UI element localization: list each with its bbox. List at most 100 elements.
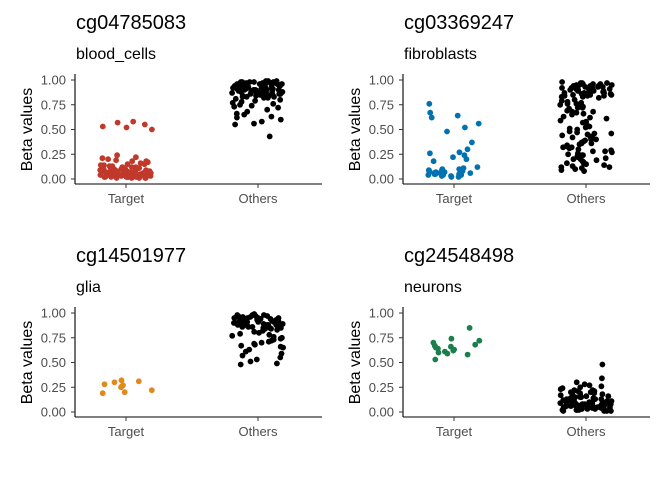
data-point-target — [109, 171, 116, 178]
panel-4: cg24548498 neurons Beta values 0.00 0.25 0.50… — [328, 233, 664, 467]
data-point-others — [582, 84, 589, 90]
data-point-others — [579, 80, 585, 86]
data-point-others — [279, 81, 285, 87]
data-point-others — [247, 358, 254, 365]
plot-area: Beta values 0.00 0.25 0.50 0.75 1.00 Target Oth… — [347, 306, 650, 439]
data-point-others — [270, 100, 277, 107]
data-point-others — [608, 130, 615, 137]
data-point-target — [118, 166, 125, 173]
data-point-others — [266, 133, 273, 140]
y-tick-label: 0.50 — [369, 122, 394, 137]
data-point-others — [574, 104, 581, 111]
data-point-target — [444, 350, 451, 357]
data-point-target — [428, 114, 435, 121]
data-point-others — [560, 408, 567, 414]
x-tick-label: Target — [436, 424, 473, 439]
data-point-others — [593, 157, 600, 164]
data-point-others — [267, 316, 274, 322]
data-point-others — [249, 324, 256, 330]
data-point-others — [608, 82, 615, 88]
data-point-target — [448, 335, 455, 342]
data-point-others — [261, 94, 267, 101]
plot-area: Beta values 0.00 0.25 0.50 0.75 1.00 Target Oth… — [347, 73, 650, 206]
data-point-others — [599, 361, 606, 368]
data-point-others — [279, 321, 286, 327]
data-point-others — [563, 401, 570, 407]
data-point-others — [575, 88, 581, 94]
data-point-others — [605, 393, 612, 400]
y-tick-label: 0.00 — [369, 405, 394, 420]
data-point-target — [444, 128, 450, 135]
data-point-others — [558, 167, 565, 174]
y-tick-label: 0.25 — [41, 380, 66, 395]
data-point-others — [277, 335, 284, 342]
data-point-others — [237, 361, 244, 368]
data-point-target — [432, 356, 439, 363]
data-point-others — [569, 134, 576, 141]
x-tick-label: Target — [108, 424, 145, 439]
data-point-others — [583, 118, 589, 125]
data-point-others — [249, 312, 256, 318]
data-point-others — [251, 120, 257, 127]
y-tick-label: 0.00 — [41, 172, 66, 187]
data-point-others — [253, 356, 260, 363]
y-tick-label: 0.25 — [369, 380, 394, 395]
data-point-others — [589, 399, 595, 405]
data-point-target — [475, 120, 482, 127]
data-point-others — [601, 403, 607, 409]
data-point-others — [265, 338, 272, 345]
data-point-others — [243, 316, 250, 322]
panel-3: cg14501977 glia Beta values 0.00 0.25 0.50 0.7… — [0, 233, 336, 467]
data-point-others — [273, 322, 280, 328]
panel-subtitle: fibroblasts — [404, 46, 477, 63]
data-point-target — [114, 119, 121, 126]
data-point-target — [438, 173, 445, 179]
panel-title: cg24548498 — [404, 245, 515, 267]
y-tick-label: 0.00 — [369, 172, 394, 187]
data-point-others — [239, 352, 246, 359]
data-point-target — [148, 387, 155, 394]
panel-subtitle: neurons — [404, 279, 462, 296]
data-point-others — [572, 166, 579, 173]
data-point-target — [141, 121, 148, 128]
data-point-others — [560, 144, 566, 151]
data-point-target — [121, 389, 128, 396]
data-point-others — [559, 85, 565, 91]
data-point-others — [253, 92, 259, 99]
data-point-target — [474, 164, 481, 171]
data-point-target — [466, 325, 473, 331]
data-point-others — [231, 83, 238, 89]
data-point-target — [469, 139, 475, 146]
data-point-others — [269, 92, 276, 98]
data-point-target — [118, 384, 124, 391]
data-point-target — [448, 174, 455, 180]
data-point-target — [426, 100, 433, 107]
data-point-others — [557, 400, 564, 406]
data-point-target — [105, 156, 111, 163]
data-point-others — [583, 161, 589, 168]
data-point-others — [602, 155, 609, 162]
data-point-others — [590, 108, 596, 115]
data-point-others — [570, 156, 577, 163]
y-tick-label: 0.75 — [41, 97, 66, 112]
data-point-others — [264, 106, 271, 113]
data-point-others — [568, 403, 574, 409]
data-point-others — [238, 82, 245, 88]
data-point-others — [280, 344, 286, 351]
data-point-others — [601, 162, 607, 169]
data-point-others — [277, 116, 284, 123]
data-point-others — [270, 79, 277, 85]
data-point-target — [476, 337, 483, 344]
data-point-others — [231, 103, 238, 110]
data-point-others — [274, 360, 280, 367]
data-point-target — [426, 168, 432, 175]
data-point-target — [427, 109, 434, 116]
data-point-others — [565, 151, 571, 158]
data-point-others — [580, 110, 587, 117]
data-point-others — [229, 332, 236, 339]
data-point-others — [557, 386, 564, 393]
data-point-others — [599, 375, 605, 382]
data-point-others — [237, 330, 244, 337]
data-point-target — [435, 349, 442, 356]
